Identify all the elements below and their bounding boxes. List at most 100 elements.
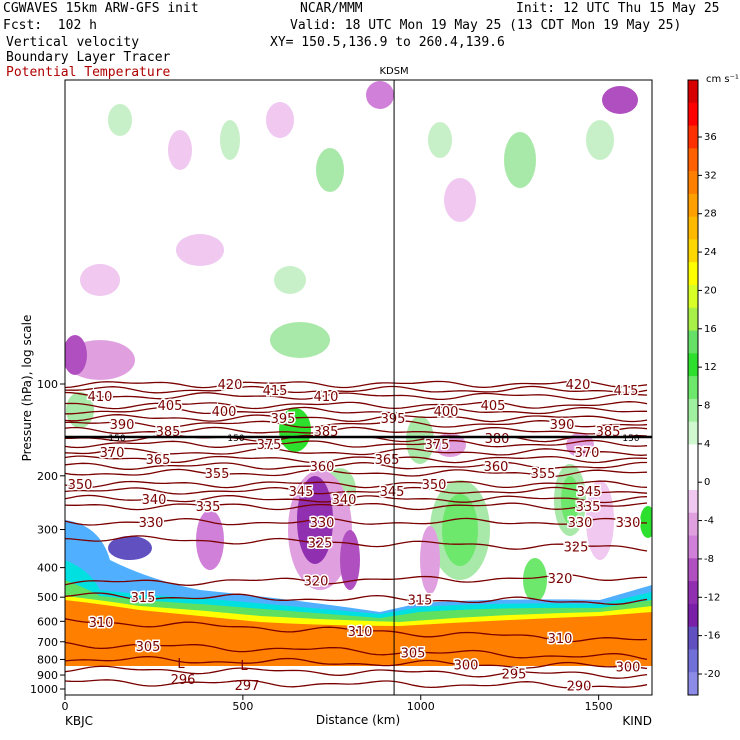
isentrope-label: 420 [218,378,243,393]
plot-frame [64,79,653,696]
colorbar-swatch [688,353,698,377]
isentrope-label: 335 [576,500,601,515]
isentrope-label: 300 [454,658,479,673]
field-potential-temperature: Potential Temperature [6,65,171,80]
isentrope-line [65,426,648,435]
colorbar-frame [687,79,699,696]
extra-label: L [177,657,185,672]
downdraft-blob [434,433,466,457]
updraft-blob [523,558,547,602]
colorbar-tick-label: 12 [704,362,717,373]
colorbar-swatch [688,398,698,423]
colorbar-tick-label: -4 [704,516,714,527]
y-tick-label: 100 [37,378,58,391]
isentrope-label: 405 [481,399,506,414]
colorbar-swatch [688,581,698,605]
isentrope-label: 350 [68,478,93,493]
downdraft-blob [168,130,192,170]
right-station-label: KIND [622,714,652,728]
y-tick-label: 700 [37,636,58,649]
updraft-blob [316,148,344,192]
isentrope-line [65,391,648,401]
isentrope-label: 410 [88,390,113,405]
org-label: NCAR/MMM [300,1,363,16]
colorbar-tick-label: 24 [704,247,717,258]
isentrope-line [65,447,648,456]
isentrope-label: 310 [548,632,573,647]
colorbar-swatch [688,421,698,445]
isentrope-label: 290 [567,680,592,695]
colorbar: 36 32 28 24 20 16 12 8 4 0 -4 -8 -12 -16 -20 [687,79,720,696]
isentrope-label: 310 [89,616,114,631]
x-tick-label: 0 [62,700,69,713]
x-tick-label: 500 [232,700,253,713]
updraft-blob [504,132,536,188]
isentrope-label: 420 [566,378,591,393]
isentrope-label: 395 [271,412,296,427]
extra-label: 150 [622,434,639,444]
isentrope-label: 400 [212,405,237,420]
colorbar-swatch [688,171,698,195]
y-tick-label: 1000 [30,683,58,696]
x-tick-label: 1000 [407,700,435,713]
left-station-label: KBJC [65,714,93,728]
isentrope-label: 370 [100,446,125,461]
downdraft-blob [444,178,476,222]
isentrope-label: 415 [614,384,639,399]
y-tick-label: 300 [37,524,58,537]
downdraft-blob [340,530,360,590]
updraft-blob [220,120,240,160]
isentrope-line [65,406,647,415]
y-tick-label: 900 [37,669,58,682]
isentrope-line [65,480,648,489]
isentrope-label: 345 [577,485,602,500]
updraft-blob [108,104,132,136]
updraft-blob [442,494,478,566]
y-axis-label: Pressure (hPa), log scale [20,315,34,462]
colorbar-swatch [688,239,698,263]
updraft-blob [428,122,452,158]
y-tick-label: 600 [37,615,58,628]
colorbar-swatch [688,512,698,537]
isentrope-label: 315 [131,591,156,606]
isentrope-label: 335 [196,500,221,515]
y-tick-label: 400 [37,562,58,575]
forecast-hour: Fcst: 102 h [3,18,97,33]
x-axis-label: Distance (km) [316,713,400,727]
colorbar-tick-label: 32 [704,170,717,181]
isentrope-label: 400 [434,405,459,420]
colorbar-swatch [688,467,698,491]
isentrope-line [65,439,648,449]
y-tick-label: 200 [37,470,58,483]
colorbar-swatch [688,558,698,582]
updraft-blob [270,322,330,358]
isentrope-label: 325 [564,541,589,556]
isentrope-label: 355 [531,467,556,482]
isentrope-label: 310 [348,625,373,640]
colorbar-swatch [688,626,698,650]
isentrope-label: 340 [142,493,167,508]
colorbar-tick-label: 4 [704,439,710,450]
isentrope-line [65,401,648,410]
extra-label: 150 [227,434,244,444]
updraft-blob [274,266,306,294]
isentrope-label: 415 [263,384,288,399]
isentrope-line [65,592,648,605]
colorbar-swatch [688,102,698,127]
isentrope-line [65,655,648,670]
isentrope-label: 325 [308,536,333,551]
isentrope-line [65,455,648,464]
isentrope-label: 405 [158,399,183,414]
isentrope-label: 330 [139,516,164,531]
init-time: Init: 12 UTC Thu 15 May 25 [516,1,720,16]
isentrope-line [65,420,648,429]
colorbar-tick-label: -8 [704,554,714,565]
isentrope-label: 330 [616,516,641,531]
downdraft-blob [65,335,87,375]
downdraft-blob [420,526,440,594]
colorbar-swatch [688,330,698,354]
x-tick-label: 1500 [585,700,613,713]
isentrope-line [65,461,647,470]
colorbar-tick-label: -20 [704,669,720,680]
